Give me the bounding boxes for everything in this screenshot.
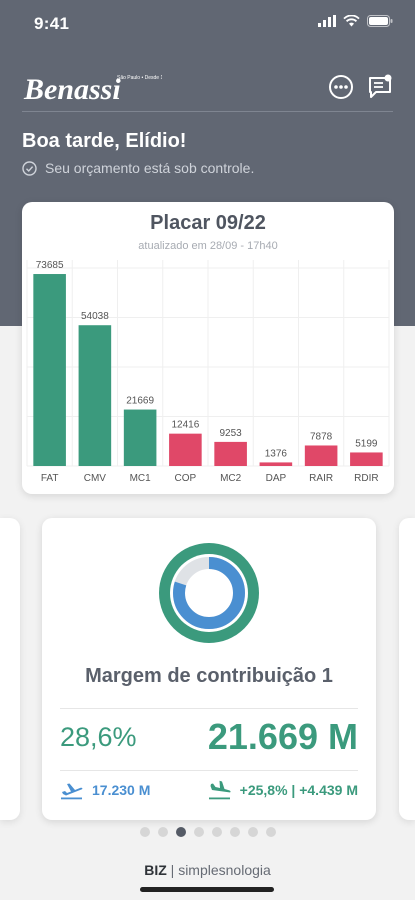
pagination-dot[interactable] [211,827,222,837]
bar-fat[interactable] [33,274,66,466]
more-options-button[interactable] [327,73,355,101]
more-options-icon [329,75,353,99]
bar-dap[interactable] [259,462,293,466]
kpi-percent: 28,6% [60,722,137,752]
chart-subtitle: atualizado em 28/09 - 17h40 [138,240,278,252]
bar-rair[interactable] [304,445,338,466]
bar-mc1[interactable] [123,409,157,466]
bar-value-label: 54038 [81,311,109,322]
pagination-dot[interactable] [175,827,186,837]
bar-value-label: 1376 [265,448,288,459]
svg-text:São Paulo • Desde 1952: São Paulo • Desde 1952 [117,75,162,81]
kpi-value: 21.669 M [207,716,358,757]
bar-category-label: RAIR [309,473,333,484]
greeting: Boa tarde, Elídio! [22,130,187,152]
kpi-card-mc1[interactable]: Margem de contribuição 1 28,6% 21.669 M … [42,518,376,820]
bar-value-label: 9253 [220,428,243,439]
plane-takeoff-icon [61,783,83,800]
kpi-budget-value: 17.230 M [92,782,151,798]
next-kpi-card[interactable] [399,518,415,820]
pagination-dot[interactable] [229,827,240,837]
kpi-donut-arc [173,557,245,629]
budget-status-text: Seu orçamento está sob controle. [45,160,255,176]
benassi-logo: Benassi São Paulo • Desde 1952 [23,73,162,106]
signal-icon [318,15,336,27]
carousel-pagination [0,827,415,837]
bar-category-label: FAT [41,473,59,484]
bar-rdir[interactable] [350,452,383,466]
footer-brand: BIZ | simplesnologia [144,862,271,878]
bar-value-label: 21669 [126,396,154,407]
home-indicator [140,887,274,892]
bar-cop[interactable] [169,433,202,466]
notes-icon [369,74,392,98]
bar-mc2[interactable] [214,441,247,466]
prev-kpi-card[interactable] [0,518,20,820]
placar-chart-card[interactable]: Placar 09/22 atualizado em 28/09 - 17h40… [22,202,394,494]
kpi-title: Margem de contribuição 1 [85,665,333,687]
kpi-donut [159,543,259,643]
pagination-dot[interactable] [265,827,276,837]
bar-cmv[interactable] [78,325,112,466]
svg-text:Benassi: Benassi [23,73,121,106]
pagination-dot[interactable] [193,827,204,837]
bar-category-label: MC1 [130,473,152,484]
pagination-dot[interactable] [157,827,168,837]
status-icons [318,15,393,27]
check-circle-icon [22,160,37,176]
placar-bar-chart: 73685 FAT 54038 CMV 21669 MC1 12416 COP 9253 MC2 1… [26,260,390,484]
bar-value-label: 73685 [36,260,64,271]
bar-value-label: 7878 [310,431,333,442]
budget-status: Seu orçamento está sob controle. [22,160,254,176]
chart-title: Placar 09/22 [150,212,266,234]
header-divider [22,111,393,112]
pagination-dot[interactable] [139,827,150,837]
kpi-divider-bottom [60,770,358,771]
bar-category-label: COP [175,473,197,484]
footer-brand-right: simplesnologia [178,862,271,878]
bar-category-label: RDIR [354,473,378,484]
pagination-dot[interactable] [247,827,258,837]
status-bar: 9:41 [0,0,415,48]
footer-brand-left: BIZ [144,862,167,878]
status-time: 9:41 [34,14,70,33]
bar-category-label: DAP [266,473,287,484]
kpi-variation: +25,8% | +4.439 M [208,780,358,800]
notes-button[interactable] [366,73,394,101]
battery-icon [367,15,393,27]
bar-category-label: MC2 [220,473,242,484]
kpi-budget: 17.230 M [60,780,150,800]
kpi-variation-value: +25,8% | +4.439 M [239,782,358,798]
plane-landing-icon [208,780,231,800]
kpi-divider-top [60,708,358,709]
wifi-icon [343,15,360,27]
bar-value-label: 5199 [355,438,378,449]
bar-value-label: 12416 [171,420,199,431]
bar-category-label: CMV [84,473,107,484]
